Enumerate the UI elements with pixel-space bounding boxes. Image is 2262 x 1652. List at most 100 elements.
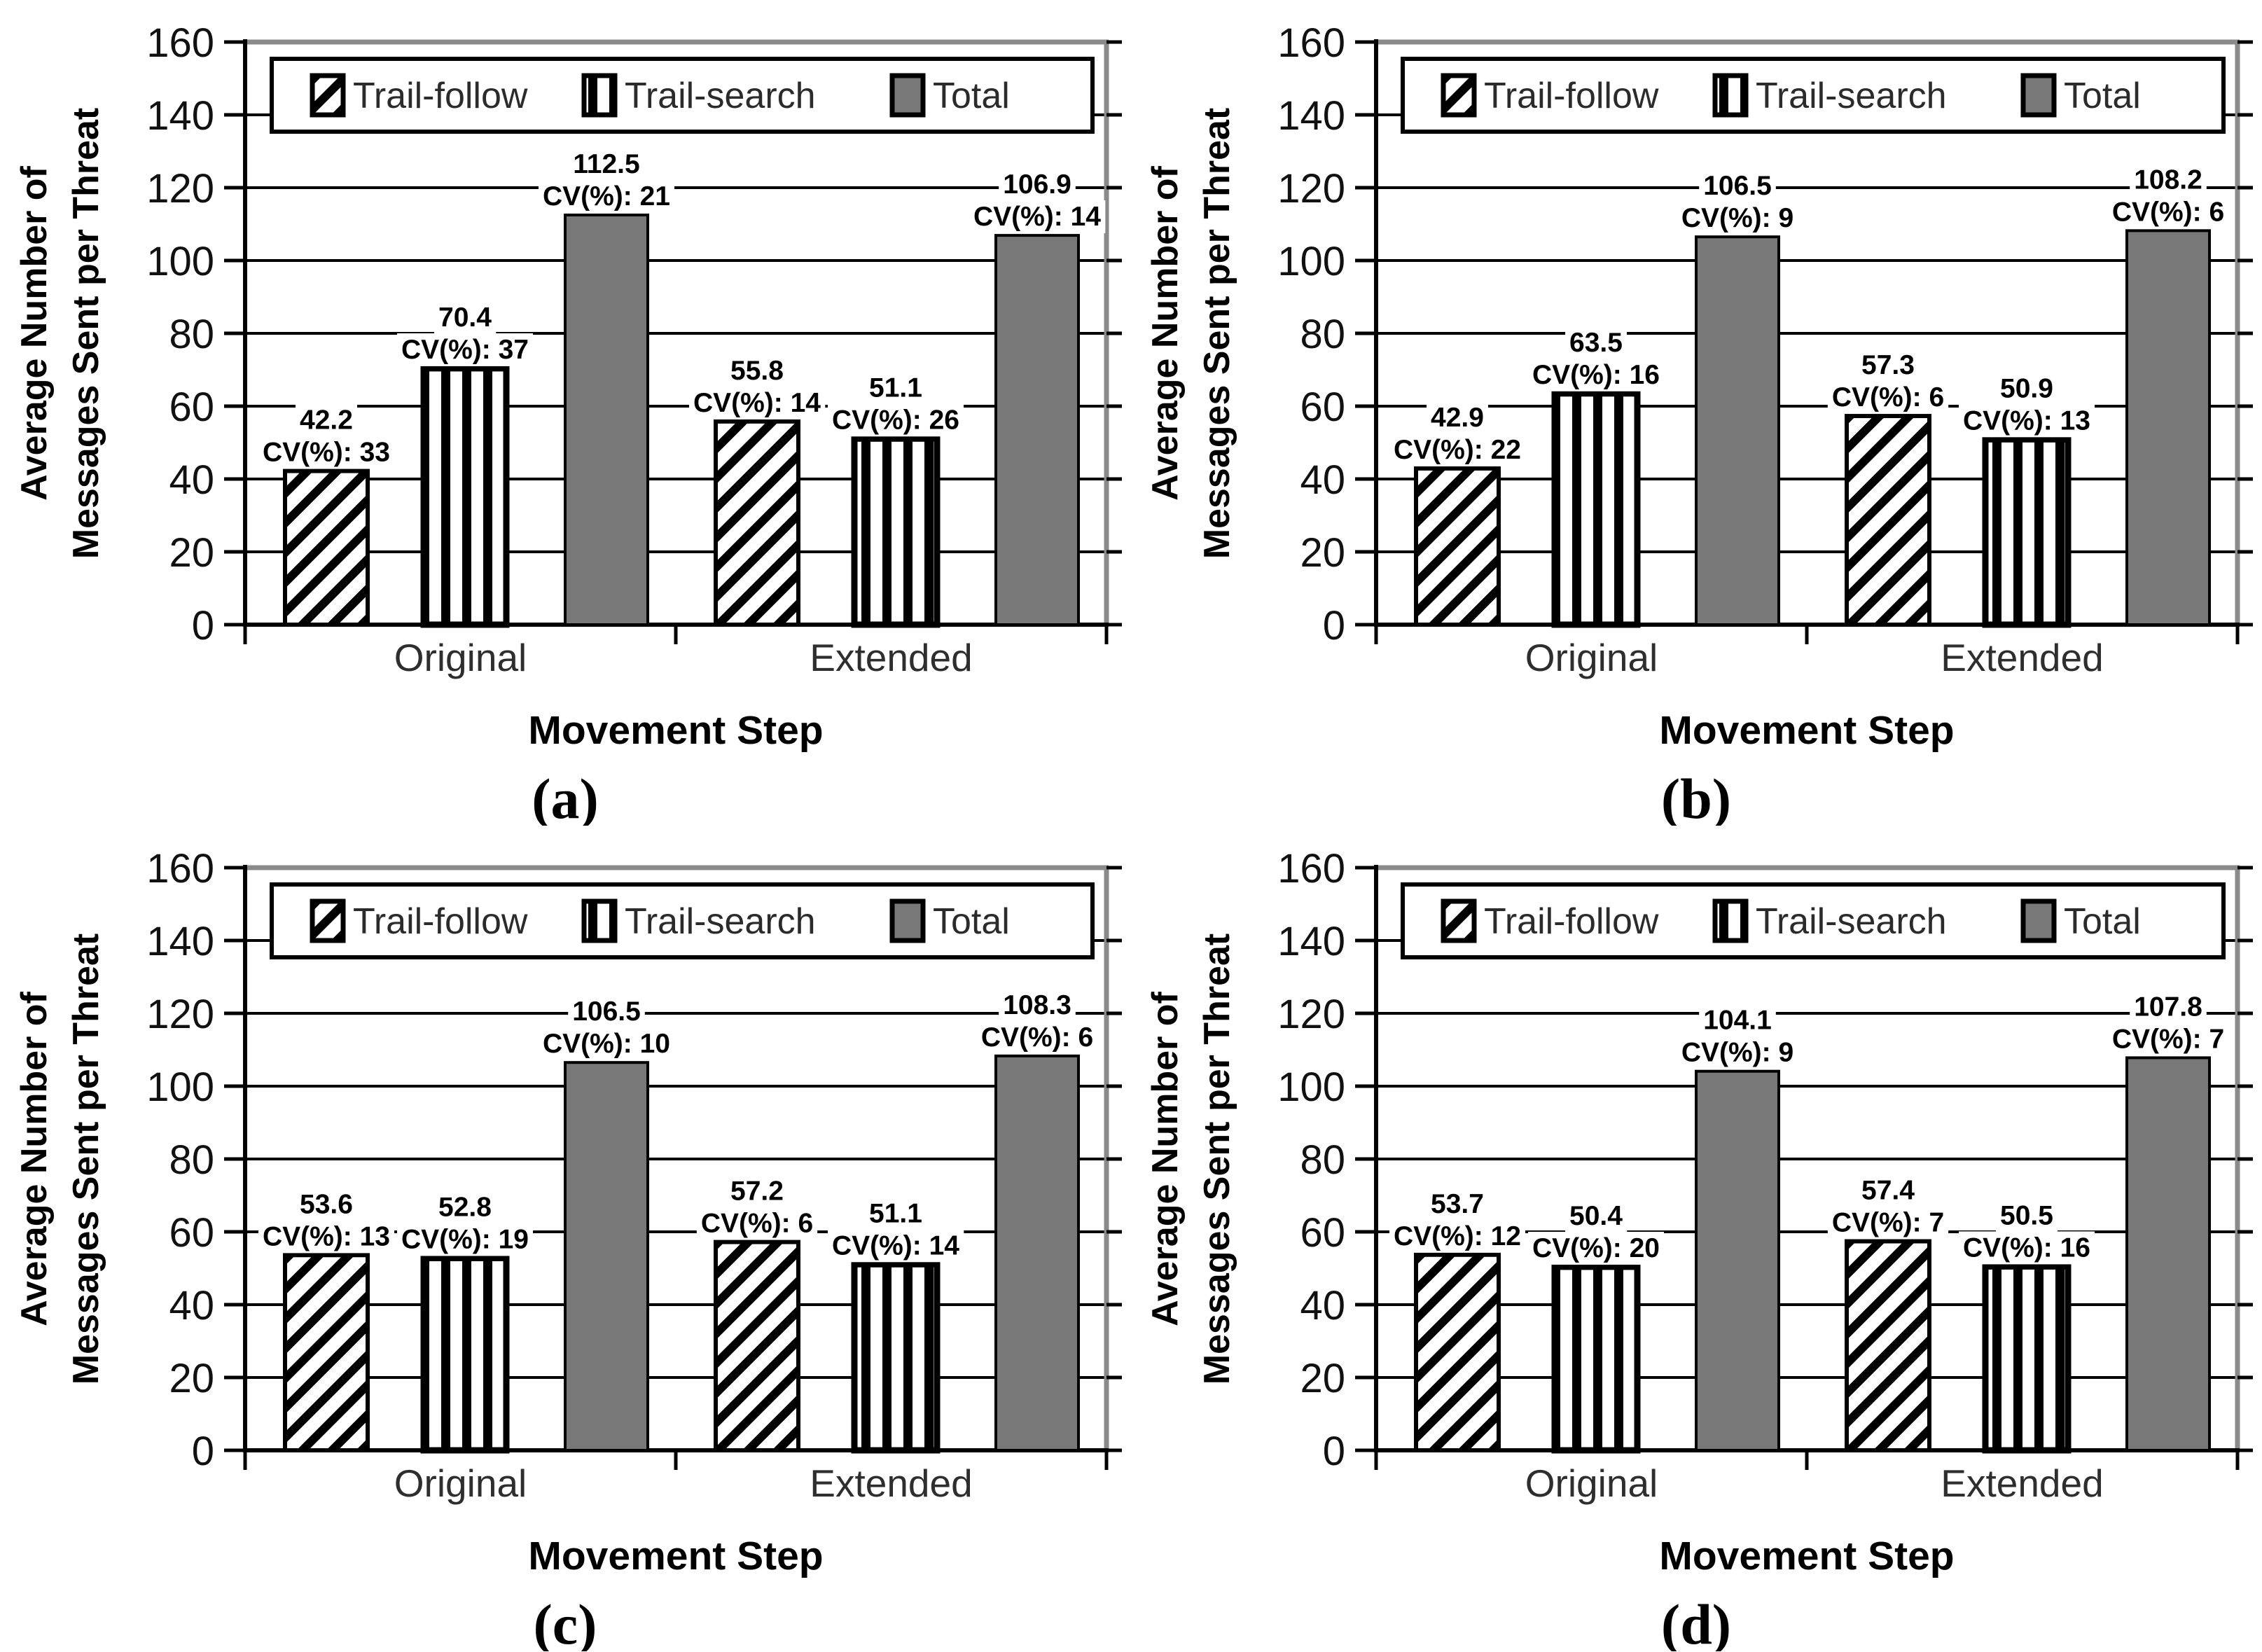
bar-cv-label: CV(%): 10 — [543, 1029, 670, 1059]
bar-trail-follow-extended — [714, 1240, 800, 1452]
vertical-hatch-swatch — [581, 73, 618, 118]
legend-item-label: Trail-search — [625, 76, 816, 116]
y-tick-label: 0 — [192, 1429, 214, 1474]
bar-value-label: 107.8 — [2134, 992, 2202, 1022]
vertical-hatch-swatch — [581, 898, 618, 943]
y-tick-label: 120 — [1277, 992, 1345, 1037]
label-background — [969, 200, 1106, 234]
y-tick-label: 0 — [192, 603, 214, 648]
bar-total-extended — [2125, 1056, 2211, 1452]
label-background — [1699, 1004, 1776, 1037]
bar-value-label: 70.4 — [438, 303, 492, 333]
label-background — [2107, 1022, 2229, 1056]
vertical-hatch-swatch — [1712, 898, 1749, 943]
category-label: Extended — [1941, 636, 2103, 679]
label-background — [2130, 990, 2207, 1024]
bar-trail-search-original — [420, 1254, 510, 1454]
label-background — [434, 300, 497, 334]
bar-cv-label: CV(%): 16 — [1963, 1233, 2090, 1263]
y-tick-label: 40 — [169, 1283, 214, 1328]
y-tick-label: 20 — [169, 530, 214, 576]
y-tick-label: 140 — [1277, 93, 1345, 139]
y-tick-label: 40 — [1300, 457, 1345, 503]
bar-value-label: 53.7 — [1431, 1189, 1484, 1219]
y-axis-title-line1: Average Number of — [14, 991, 55, 1326]
legend: Trail-follow Trail-search Total — [1401, 57, 2226, 134]
bar-cv-label: CV(%): 16 — [1532, 360, 1660, 390]
y-tick-label: 120 — [146, 992, 214, 1037]
legend-item-label: Total — [2064, 76, 2141, 116]
label-background — [726, 1174, 788, 1208]
bar-value-label: 106.5 — [572, 997, 641, 1027]
legend-item-label: Trail-search — [625, 901, 816, 942]
legend-item-label: Total — [933, 76, 1010, 116]
bar-value-label: 50.5 — [2000, 1200, 2053, 1230]
solid-gray-swatch — [2020, 73, 2057, 118]
y-axis-title-line1: Average Number of — [14, 165, 55, 500]
bar-value-label: 50.4 — [1569, 1201, 1623, 1231]
bar-cv-label: CV(%): 7 — [1832, 1208, 1944, 1238]
chart-c: 0 20 40 60 80 100 120 140 160 53.6 CV(%): 13 52.8 CV… — [0, 826, 1131, 1652]
x-axis-title: Movement Step — [528, 1534, 823, 1578]
y-tick-label: 40 — [169, 457, 214, 503]
bar-trail-search-original — [1551, 1263, 1641, 1454]
bar-cv-label: CV(%): 21 — [543, 181, 670, 211]
label-background — [1958, 1231, 2095, 1265]
label-background — [568, 995, 645, 1029]
y-tick-label: 160 — [1277, 846, 1345, 891]
label-background — [1996, 1199, 2058, 1233]
label-background — [999, 988, 1076, 1022]
bar-total-original — [564, 1061, 649, 1452]
diagonal-hatch-swatch — [310, 898, 346, 943]
bar-cv-label: CV(%): 6 — [701, 1209, 813, 1239]
bar-trail-follow-extended — [1845, 414, 1931, 627]
bar-value-label: 52.8 — [438, 1192, 492, 1222]
bar-trail-search-original — [420, 365, 510, 628]
bar-cv-label: CV(%): 26 — [832, 405, 959, 435]
bar-value-label: 57.3 — [1861, 350, 1915, 380]
bar-value-label: 112.5 — [573, 149, 639, 179]
category-label: Original — [394, 636, 527, 679]
bar-value-label: 108.3 — [1003, 990, 1071, 1020]
legend-box — [270, 57, 1095, 134]
bar-value-label: 51.1 — [869, 373, 922, 403]
y-tick-label: 120 — [1277, 166, 1345, 211]
label-background — [538, 180, 675, 213]
category-label: Extended — [810, 1462, 972, 1505]
legend: Trail-follow Trail-search Total — [1401, 882, 2226, 959]
label-background — [258, 436, 395, 469]
bar-cv-label: CV(%): 22 — [1394, 435, 1521, 465]
y-tick-label: 40 — [1300, 1283, 1345, 1328]
chart-d: 0 20 40 60 80 100 120 140 160 53.7 CV(%): 12 50.4 CV… — [1131, 826, 2262, 1652]
bar-value-label: 104.1 — [1703, 1006, 1772, 1036]
y-tick-label: 80 — [169, 1137, 214, 1183]
label-background — [396, 333, 534, 366]
y-axis-title-line2: Messages Sent per Threat — [66, 108, 106, 559]
y-tick-label: 100 — [146, 1064, 214, 1110]
label-background — [1996, 372, 2058, 405]
category-label: Original — [394, 1462, 527, 1505]
label-background — [865, 371, 927, 405]
bar-total-extended — [994, 1054, 1080, 1452]
bar-value-label: 42.9 — [1431, 403, 1484, 433]
bar-cv-label: CV(%): 6 — [1832, 382, 1944, 412]
vertical-hatch-swatch — [1712, 73, 1749, 118]
legend-box — [1401, 882, 2226, 959]
bar-trail-search-extended — [1982, 1263, 2072, 1454]
label-background — [258, 1220, 395, 1254]
bar-value-label: 57.4 — [1861, 1176, 1915, 1206]
y-tick-label: 160 — [1277, 20, 1345, 66]
label-background — [296, 1188, 357, 1221]
label-background — [1677, 202, 1798, 235]
bar-cv-label: CV(%): 9 — [1681, 1038, 1793, 1068]
bar-cv-label: CV(%): 14 — [973, 202, 1101, 232]
y-tick-label: 60 — [1300, 384, 1345, 430]
bar-cv-label: CV(%): 37 — [401, 335, 529, 365]
bar-cv-label: CV(%): 6 — [2112, 197, 2224, 227]
bar-total-original — [1695, 1069, 1780, 1452]
y-tick-label: 80 — [1300, 1137, 1345, 1183]
legend-item-label: Trail-follow — [1484, 76, 1659, 116]
y-tick-label: 160 — [146, 20, 214, 66]
subplot-letter: (d) — [1661, 1592, 1731, 1651]
